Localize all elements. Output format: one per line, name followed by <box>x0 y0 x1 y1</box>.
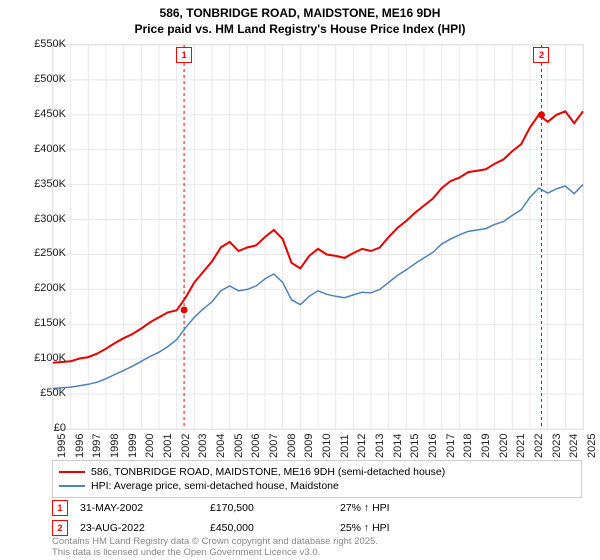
sale-marker-2: 2 <box>533 47 549 63</box>
legend-swatch <box>59 471 85 473</box>
x-tick-label: 1998 <box>109 434 121 458</box>
x-tick-label: 1999 <box>127 434 139 458</box>
x-tick-label: 2009 <box>303 434 315 458</box>
x-tick-label: 2018 <box>462 434 474 458</box>
sale-row: 2 23-AUG-2022 £450,000 25% ↑ HPI <box>52 518 582 538</box>
sale-row: 1 31-MAY-2002 £170,500 27% ↑ HPI <box>52 498 582 518</box>
x-tick-label: 2021 <box>515 434 527 458</box>
x-tick-label: 2017 <box>445 434 457 458</box>
y-tick-label: £450K <box>21 108 66 120</box>
y-tick-label: £200K <box>21 282 66 294</box>
sale-price: £450,000 <box>210 522 340 534</box>
title-line2: Price paid vs. HM Land Registry's House … <box>135 22 466 36</box>
y-tick-label: £250K <box>21 247 66 259</box>
x-tick-label: 2001 <box>162 434 174 458</box>
legend-item: HPI: Average price, semi-detached house,… <box>59 479 575 493</box>
x-tick-label: 2002 <box>180 434 192 458</box>
x-tick-label: 2024 <box>568 434 580 458</box>
x-tick-label: 2011 <box>339 434 351 458</box>
x-tick-label: 2015 <box>409 434 421 458</box>
y-tick-label: £50K <box>21 387 66 399</box>
sale-marker-1: 1 <box>176 47 192 63</box>
x-tick-label: 1996 <box>74 434 86 458</box>
x-tick-label: 2022 <box>533 434 545 458</box>
x-tick-label: 2014 <box>392 434 404 458</box>
chart-svg <box>53 45 583 429</box>
legend-label: HPI: Average price, semi-detached house,… <box>91 480 339 492</box>
sale-price: £170,500 <box>210 502 340 514</box>
sale-row-marker: 1 <box>52 500 68 516</box>
sale-date: 31-MAY-2002 <box>80 502 210 514</box>
x-tick-label: 2025 <box>586 434 598 458</box>
x-tick-label: 2006 <box>250 434 262 458</box>
sale-diff: 25% ↑ HPI <box>340 522 470 534</box>
x-tick-label: 2019 <box>480 434 492 458</box>
x-tick-label: 2016 <box>427 434 439 458</box>
legend-label: 586, TONBRIDGE ROAD, MAIDSTONE, ME16 9DH… <box>91 466 445 478</box>
y-tick-label: £500K <box>21 73 66 85</box>
x-tick-label: 2008 <box>286 434 298 458</box>
sales-table: 1 31-MAY-2002 £170,500 27% ↑ HPI 2 23-AU… <box>52 498 582 538</box>
x-tick-label: 2005 <box>233 434 245 458</box>
sale-row-marker: 2 <box>52 520 68 536</box>
x-tick-label: 2003 <box>197 434 209 458</box>
x-tick-label: 1997 <box>91 434 103 458</box>
footnote: Contains HM Land Registry data © Crown c… <box>52 536 378 559</box>
y-tick-label: £350K <box>21 178 66 190</box>
y-tick-label: £100K <box>21 352 66 364</box>
x-tick-label: 2007 <box>268 434 280 458</box>
chart-title: 586, TONBRIDGE ROAD, MAIDSTONE, ME16 9DH… <box>0 0 600 37</box>
x-tick-label: 2010 <box>321 434 333 458</box>
x-tick-label: 1995 <box>56 434 68 458</box>
x-tick-label: 2013 <box>374 434 386 458</box>
legend-swatch <box>59 485 85 487</box>
sale-diff: 27% ↑ HPI <box>340 502 470 514</box>
x-tick-label: 2004 <box>215 434 227 458</box>
y-tick-label: £0 <box>21 422 66 434</box>
x-tick-label: 2020 <box>498 434 510 458</box>
sale-date: 23-AUG-2022 <box>80 522 210 534</box>
footnote-line1: Contains HM Land Registry data © Crown c… <box>52 536 378 547</box>
y-tick-label: £300K <box>21 213 66 225</box>
x-tick-label: 2012 <box>356 434 368 458</box>
y-tick-label: £400K <box>21 143 66 155</box>
title-line1: 586, TONBRIDGE ROAD, MAIDSTONE, ME16 9DH <box>160 6 441 20</box>
x-tick-label: 2000 <box>144 434 156 458</box>
y-tick-label: £150K <box>21 317 66 329</box>
chart-plot-area: 12 <box>52 44 584 430</box>
y-tick-label: £550K <box>21 38 66 50</box>
legend-box: 586, TONBRIDGE ROAD, MAIDSTONE, ME16 9DH… <box>52 460 582 498</box>
x-tick-label: 2023 <box>551 434 563 458</box>
legend-item: 586, TONBRIDGE ROAD, MAIDSTONE, ME16 9DH… <box>59 465 575 479</box>
footnote-line2: This data is licensed under the Open Gov… <box>52 547 320 558</box>
